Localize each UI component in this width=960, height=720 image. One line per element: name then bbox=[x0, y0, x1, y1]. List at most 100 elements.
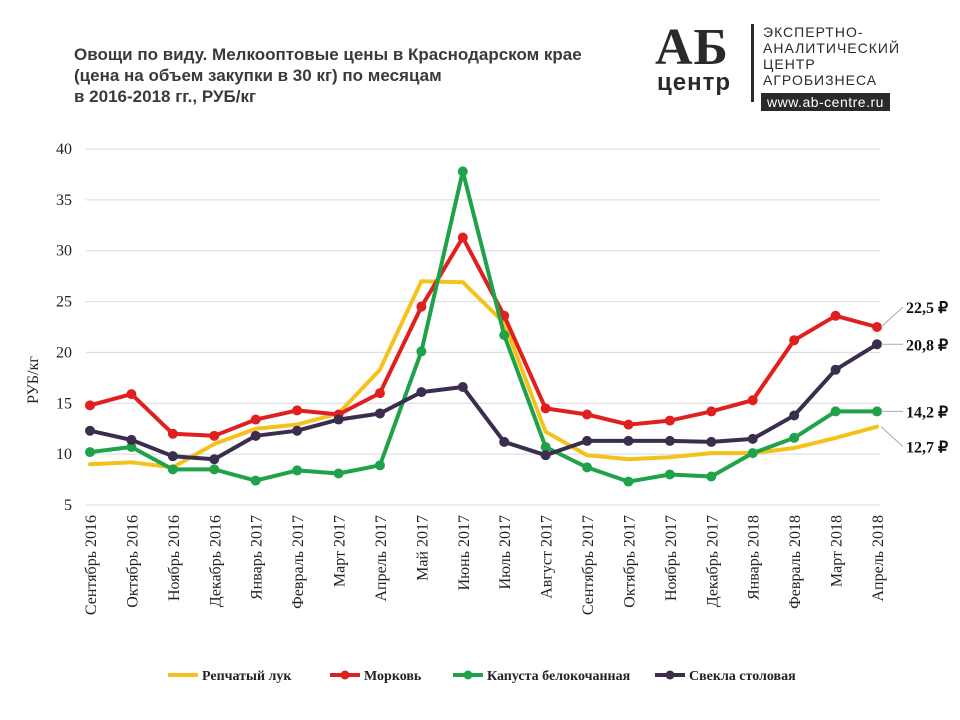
data-point bbox=[374, 408, 385, 419]
x-tick-label: Май 2017 bbox=[414, 515, 431, 581]
legend-item: Морковь bbox=[330, 669, 422, 684]
x-tick-label: Март 2017 bbox=[332, 515, 349, 587]
data-point bbox=[250, 475, 261, 486]
data-point bbox=[250, 414, 261, 425]
end-label: 20,8 ₽ bbox=[906, 337, 948, 354]
data-point bbox=[789, 432, 800, 443]
data-point bbox=[747, 448, 758, 459]
title-line-2: (цена на объем закупки в 30 кг) по месяц… bbox=[74, 66, 442, 85]
data-point bbox=[85, 425, 95, 436]
logo-caption-line-1: ЭКСПЕРТНО- bbox=[763, 24, 864, 40]
data-point bbox=[664, 435, 675, 446]
data-point bbox=[540, 403, 551, 414]
end-labels: 12,7 ₽ 22,5 ₽ 14,2 ₽ 20,8 ₽ bbox=[880, 300, 948, 457]
data-point bbox=[872, 322, 882, 332]
title-line-1: Овощи по виду. Мелкооптовые цены в Красн… bbox=[74, 45, 582, 64]
data-point bbox=[167, 451, 178, 462]
logo-caption-line-2: АНАЛИТИЧЕСКИЙ bbox=[763, 40, 901, 56]
end-label-leader bbox=[880, 306, 904, 328]
data-point bbox=[582, 409, 593, 420]
data-point bbox=[333, 414, 344, 425]
x-axis-ticks: Сентябрь 2016 Октябрь 2016 Ноябрь 2016 Дека… bbox=[83, 515, 887, 615]
data-point bbox=[582, 435, 593, 446]
series-1 bbox=[88, 279, 879, 470]
end-label: 14,2 ₽ bbox=[906, 404, 948, 421]
legend-marker bbox=[340, 670, 350, 680]
logo-caption: ЭКСПЕРТНО- АНАЛИТИЧЕСКИЙ ЦЕНТР АГРОБИЗНЕ… bbox=[763, 24, 900, 88]
data-point bbox=[416, 346, 427, 357]
legend-marker bbox=[665, 670, 675, 680]
data-point bbox=[540, 450, 551, 461]
data-point bbox=[416, 301, 427, 312]
legend-item: Капуста белокочанная bbox=[453, 669, 631, 684]
y-tick-label: 15 bbox=[56, 395, 72, 412]
data-point bbox=[830, 406, 841, 417]
data-point bbox=[664, 469, 675, 480]
legend-label: Капуста белокочанная bbox=[487, 669, 631, 684]
data-point bbox=[747, 395, 758, 406]
data-point bbox=[374, 460, 385, 471]
y-tick-label: 20 bbox=[56, 344, 72, 361]
data-point bbox=[292, 425, 303, 436]
x-tick-label: Февраль 2018 bbox=[787, 515, 804, 609]
legend-item: Свекла столовая bbox=[655, 669, 796, 684]
x-tick-label: Январь 2017 bbox=[249, 515, 266, 600]
series-line bbox=[88, 169, 879, 484]
data-point bbox=[747, 433, 758, 444]
logo-url: www.ab-centre.ru bbox=[761, 93, 890, 111]
data-point bbox=[623, 435, 634, 446]
data-point bbox=[457, 166, 468, 177]
x-tick-label: Август 2017 bbox=[539, 515, 556, 599]
data-point bbox=[664, 415, 675, 426]
data-point bbox=[292, 405, 303, 416]
y-tick-label: 35 bbox=[56, 192, 72, 209]
logo-centr-text: центр bbox=[657, 69, 732, 96]
ab-centre-logo: АБ центр ЭКСПЕРТНО- АНАЛИТИЧЕСКИЙ ЦЕНТР … bbox=[655, 22, 930, 114]
title-line-3: в 2016-2018 гг., РУБ/кг bbox=[74, 87, 257, 106]
data-point bbox=[540, 442, 551, 453]
data-point bbox=[416, 387, 427, 398]
data-point bbox=[872, 339, 882, 350]
data-point bbox=[209, 430, 220, 441]
end-label-leader bbox=[880, 426, 904, 448]
legend-label: Репчатый лук bbox=[202, 669, 292, 684]
x-tick-label: Апрель 2017 bbox=[373, 515, 390, 602]
x-tick-label: Ноябрь 2017 bbox=[663, 515, 680, 601]
data-point bbox=[126, 389, 137, 400]
end-label: 12,7 ₽ bbox=[906, 440, 948, 457]
data-point bbox=[499, 330, 510, 341]
data-point bbox=[623, 419, 634, 430]
data-point bbox=[789, 335, 800, 346]
y-tick-label: 25 bbox=[56, 294, 72, 311]
data-point bbox=[457, 232, 468, 243]
data-point bbox=[872, 406, 882, 417]
x-tick-label: Октябрь 2016 bbox=[124, 515, 141, 608]
data-point bbox=[167, 464, 178, 475]
logo-ab-text: АБ bbox=[655, 19, 729, 76]
x-tick-label: Январь 2018 bbox=[746, 515, 763, 600]
series-2 bbox=[85, 232, 882, 441]
logo-caption-line-3: ЦЕНТР bbox=[763, 56, 816, 72]
legend-label: Свекла столовая bbox=[689, 669, 796, 684]
data-point bbox=[333, 468, 344, 479]
legend: Репчатый лук Морковь Капуста белокочанная С… bbox=[168, 669, 796, 684]
x-tick-label: Декабрь 2016 bbox=[207, 515, 224, 607]
x-tick-label: Февраль 2017 bbox=[290, 515, 307, 609]
y-tick-label: 10 bbox=[56, 446, 72, 463]
y-axis-label: РУБ/кг bbox=[25, 356, 42, 404]
y-tick-label: 5 bbox=[64, 497, 72, 514]
legend-item: Репчатый лук bbox=[168, 669, 292, 684]
data-point bbox=[126, 442, 137, 453]
data-point bbox=[830, 310, 841, 321]
x-tick-label: Ноябрь 2016 bbox=[166, 515, 183, 601]
data-point bbox=[209, 454, 220, 465]
x-tick-label: Июль 2017 bbox=[497, 515, 514, 589]
logo-caption-line-4: АГРОБИЗНЕСА bbox=[763, 72, 878, 88]
series-line bbox=[88, 342, 879, 462]
end-label: 22,5 ₽ bbox=[906, 300, 948, 317]
x-tick-label: Июнь 2017 bbox=[456, 515, 473, 590]
y-tick-label: 30 bbox=[56, 243, 72, 260]
data-point bbox=[457, 382, 468, 393]
x-tick-label: Март 2018 bbox=[829, 515, 846, 587]
